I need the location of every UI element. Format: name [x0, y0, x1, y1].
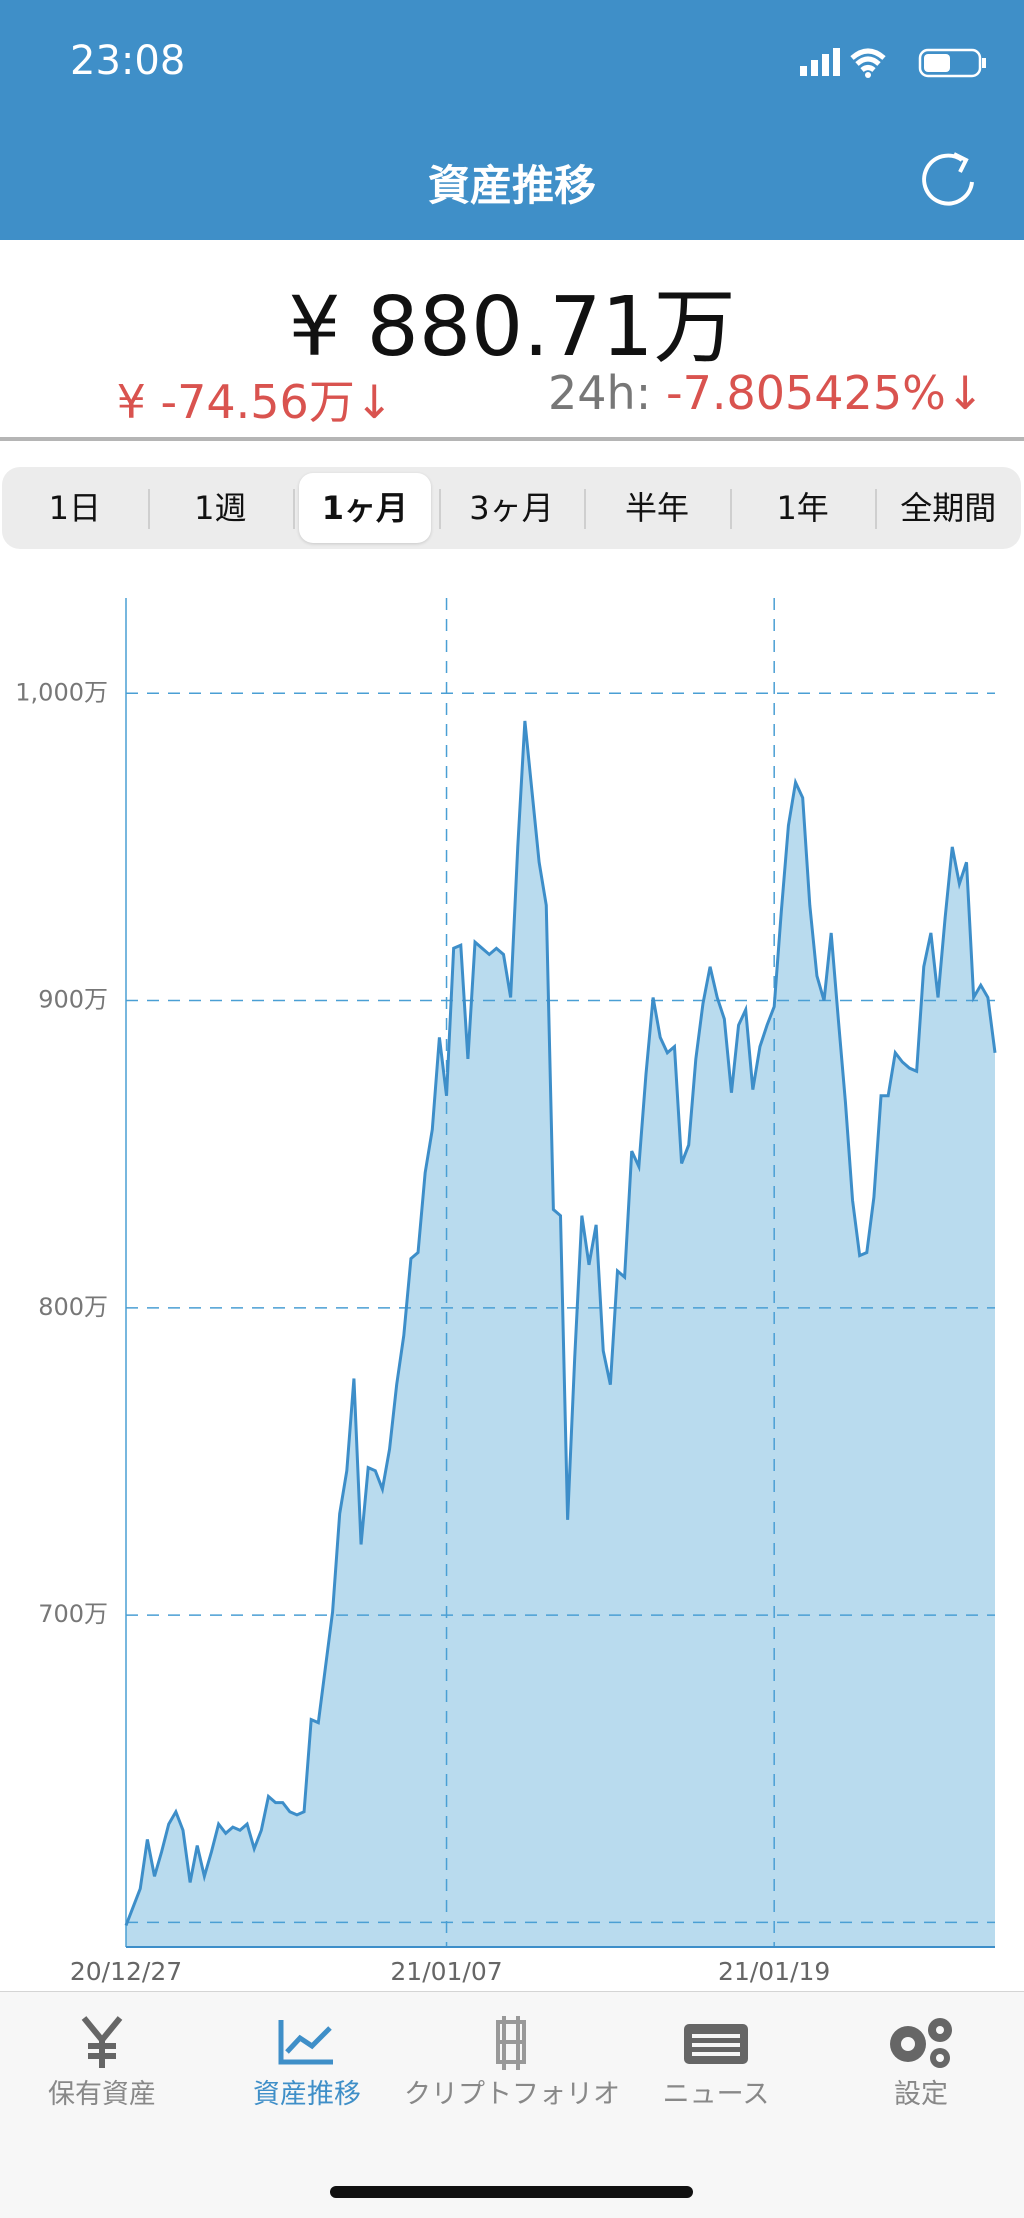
tab-label[interactable]: ニュース: [662, 2079, 770, 2110]
x-tick-label: 21/01/19: [718, 1957, 830, 1986]
period-option[interactable]: 半年: [625, 489, 690, 527]
x-tick-label: 20/12/27: [70, 1957, 182, 1986]
period-selector: 1日 1週 1ヶ月 3ヶ月 半年 1年 全期間: [2, 467, 1021, 549]
y-tick-label: 900万: [38, 986, 108, 1014]
home-indicator: [330, 2186, 693, 2198]
y-tick-label: 1,000万: [15, 678, 108, 706]
refresh-button[interactable]: [920, 148, 980, 208]
period-option[interactable]: 1週: [194, 489, 247, 527]
tab-label[interactable]: 資産推移: [253, 2079, 361, 2110]
period-option[interactable]: 1年: [776, 489, 829, 527]
separator: [293, 489, 296, 529]
period-option[interactable]: 3ヶ月: [469, 489, 554, 527]
separator: [875, 489, 878, 529]
separator: [729, 489, 732, 529]
x-tick-label: 21/01/07: [390, 1957, 502, 1986]
change-24h-value: -7.805425%↓: [666, 366, 985, 420]
tab-label[interactable]: 保有資産: [48, 2079, 156, 2110]
status-time: 23:08: [70, 38, 186, 84]
total-value: ¥ 880.71万: [288, 280, 736, 375]
chart: 700万 800万 900万 1,000万 20/12/27 21/01/07 21/01/…: [15, 598, 997, 1986]
tab-bar: 保有資産 資産推移 クリプトフォリオ ニュース 設定: [0, 1991, 1024, 2218]
period-option[interactable]: 1ヶ月: [299, 473, 431, 543]
tab-label[interactable]: 設定: [894, 2079, 948, 2110]
change-24h-label: 24h:: [548, 366, 652, 420]
separator: [147, 489, 150, 529]
header-bar: 23:08 資産推移: [0, 0, 1024, 240]
separator: [584, 489, 587, 529]
divider: [0, 437, 1024, 441]
line: [124, 720, 997, 1927]
y-tick-label: 800万: [38, 1293, 108, 1321]
header-title: 資産推移: [427, 161, 596, 210]
tab-icons: [81, 2016, 952, 2070]
period-option[interactable]: 全期間: [900, 489, 997, 527]
tab-label[interactable]: クリプトフォリオ: [404, 2079, 620, 2110]
area: [126, 720, 995, 1947]
status-icons: [800, 48, 986, 78]
y-tick-label: 700万: [38, 1600, 108, 1628]
change-value: ¥ -74.56万↓: [116, 375, 394, 429]
separator: [438, 489, 441, 529]
period-option[interactable]: 1日: [48, 489, 101, 527]
